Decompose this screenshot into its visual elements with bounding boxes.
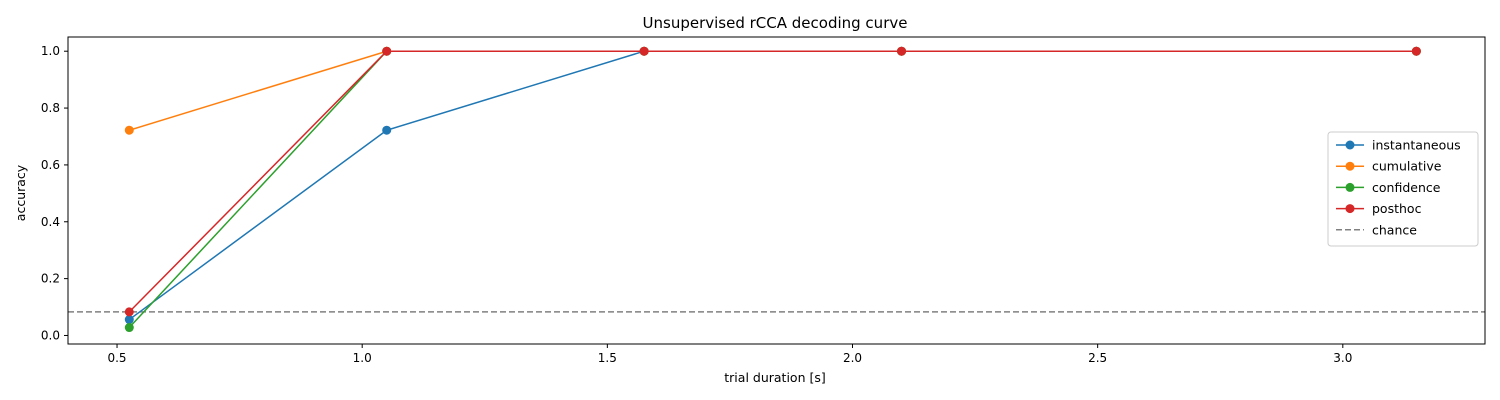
x-tick-label: 3.0 xyxy=(1333,351,1352,365)
y-tick-label: 1.0 xyxy=(41,44,60,58)
data-point-instantaneous xyxy=(124,315,134,325)
y-tick-label: 0.0 xyxy=(41,328,60,342)
legend-label-confidence: confidence xyxy=(1372,180,1441,195)
chart-title: Unsupervised rCCA decoding curve xyxy=(643,14,908,32)
x-tick-label: 0.5 xyxy=(107,351,126,365)
series-line-instantaneous xyxy=(128,50,1417,321)
legend-marker-posthoc xyxy=(1345,204,1355,214)
legend-label-chance: chance xyxy=(1372,222,1417,237)
y-axis-label: accuracy xyxy=(13,164,28,221)
data-point-posthoc xyxy=(124,307,134,317)
data-point-posthoc xyxy=(1411,46,1421,56)
legend-label-posthoc: posthoc xyxy=(1372,201,1422,216)
plot-area xyxy=(67,36,1486,345)
data-point-posthoc xyxy=(897,46,907,56)
data-point-posthoc xyxy=(639,46,649,56)
legend-box xyxy=(1327,131,1479,247)
legend: instantaneous cumulative confidence posthoc… xyxy=(1327,131,1479,247)
legend-marker-instantaneous xyxy=(1345,140,1355,150)
series-line-posthoc xyxy=(128,50,1417,313)
x-axis: 0.5 1.0 1.5 2.0 2.5 3.0 xyxy=(107,344,1352,365)
x-axis-label: trial duration [s] xyxy=(724,370,825,385)
legend-label-instantaneous: instantaneous xyxy=(1372,138,1461,153)
legend-marker-confidence xyxy=(1345,182,1355,192)
x-tick-label: 2.0 xyxy=(843,351,862,365)
y-tick-label: 0.8 xyxy=(41,101,60,115)
legend-marker-cumulative xyxy=(1345,161,1355,171)
legend-label-cumulative: cumulative xyxy=(1372,159,1442,174)
x-tick-label: 2.5 xyxy=(1088,351,1107,365)
y-axis: 0.0 0.2 0.4 0.6 0.8 1.0 xyxy=(41,44,68,342)
data-point-posthoc xyxy=(382,46,392,56)
y-tick-label: 0.2 xyxy=(41,272,60,286)
data-point-instantaneous xyxy=(382,125,392,135)
series-line-confidence xyxy=(128,50,1417,329)
series-line-cumulative xyxy=(129,50,1417,131)
data-point-cumulative xyxy=(124,125,134,135)
x-tick-label: 1.0 xyxy=(353,351,372,365)
y-tick-label: 0.4 xyxy=(41,215,60,229)
x-tick-label: 1.5 xyxy=(598,351,617,365)
plot-frame xyxy=(67,36,1486,345)
y-tick-label: 0.6 xyxy=(41,158,60,172)
data-point-confidence xyxy=(124,323,134,333)
